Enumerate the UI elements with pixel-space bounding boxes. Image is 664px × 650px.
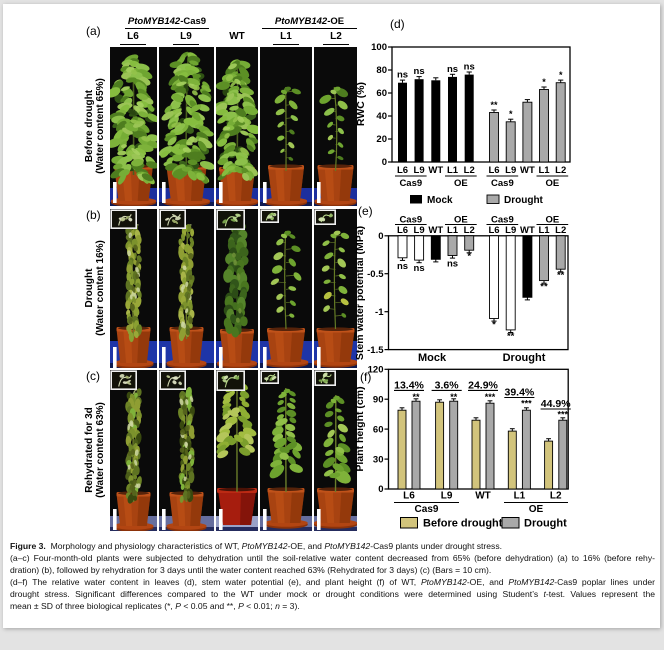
- svg-text:100: 100: [371, 42, 387, 53]
- svg-text:ns: ns: [414, 66, 425, 77]
- svg-text:13.4%: 13.4%: [394, 379, 424, 391]
- svg-text:***: ***: [558, 410, 569, 420]
- svg-text:OE: OE: [546, 178, 560, 189]
- svg-text:ns: ns: [447, 64, 458, 75]
- svg-text:40: 40: [376, 111, 387, 122]
- svg-text:Cas9: Cas9: [491, 215, 514, 226]
- svg-text:ns: ns: [397, 70, 408, 81]
- svg-text:WT: WT: [475, 491, 491, 502]
- svg-text:L1: L1: [538, 165, 550, 176]
- svg-text:Cas9: Cas9: [491, 178, 514, 189]
- svg-text:60: 60: [373, 424, 384, 435]
- svg-text:(d): (d): [390, 17, 405, 31]
- svg-text:L9: L9: [414, 225, 425, 236]
- svg-text:L2: L2: [555, 165, 566, 176]
- svg-text:**: **: [450, 392, 458, 402]
- svg-text:44.9%: 44.9%: [541, 398, 571, 410]
- svg-text:WT: WT: [428, 225, 443, 236]
- svg-text:Stem water potential (MPa): Stem water potential (MPa): [354, 226, 366, 360]
- svg-text:*: *: [492, 320, 496, 331]
- svg-text:120: 120: [368, 365, 384, 376]
- svg-text:3.6%: 3.6%: [435, 379, 460, 391]
- svg-text:-1: -1: [375, 307, 384, 318]
- svg-text:0: 0: [378, 484, 383, 495]
- svg-text:L6: L6: [397, 165, 408, 176]
- svg-text:*: *: [509, 109, 513, 119]
- svg-text:**: **: [557, 270, 565, 281]
- svg-text:0: 0: [378, 231, 383, 242]
- svg-text:L2: L2: [464, 225, 475, 236]
- svg-text:30: 30: [373, 454, 384, 465]
- svg-text:24.9%: 24.9%: [468, 379, 498, 391]
- svg-text:60: 60: [376, 88, 387, 99]
- svg-text:L9: L9: [441, 491, 453, 502]
- svg-text:L1: L1: [447, 225, 459, 236]
- svg-text:Drought: Drought: [524, 518, 567, 530]
- svg-text:20: 20: [376, 134, 387, 145]
- svg-text:L6: L6: [488, 165, 499, 176]
- svg-text:L6: L6: [403, 491, 415, 502]
- svg-text:Mock: Mock: [427, 195, 453, 206]
- svg-text:-1.5: -1.5: [367, 345, 384, 356]
- svg-text:OE: OE: [529, 504, 544, 515]
- svg-text:*: *: [559, 70, 563, 80]
- svg-text:L2: L2: [464, 165, 475, 176]
- svg-text:Drought: Drought: [504, 195, 544, 206]
- svg-text:Before drought: Before drought: [423, 518, 503, 530]
- svg-text:ns: ns: [464, 62, 475, 73]
- svg-text:L6: L6: [397, 225, 408, 236]
- svg-text:ns: ns: [397, 261, 408, 272]
- svg-text:OE: OE: [546, 215, 560, 226]
- svg-text:*: *: [467, 251, 471, 262]
- svg-text:WT: WT: [428, 165, 443, 176]
- svg-text:**: **: [540, 282, 548, 293]
- svg-text:L9: L9: [505, 165, 516, 176]
- svg-text:*: *: [542, 77, 546, 87]
- svg-text:90: 90: [373, 394, 384, 405]
- svg-text:RWC (%): RWC (%): [355, 82, 367, 126]
- svg-text:Drought: Drought: [503, 352, 546, 364]
- svg-text:WT: WT: [520, 165, 535, 176]
- svg-text:0: 0: [382, 157, 387, 168]
- svg-text:**: **: [412, 392, 420, 402]
- svg-text:L9: L9: [414, 165, 425, 176]
- svg-text:L6: L6: [488, 225, 499, 236]
- svg-text:80: 80: [376, 65, 387, 76]
- svg-text:Plant height (cm): Plant height (cm): [354, 386, 366, 471]
- svg-text:L1: L1: [538, 225, 550, 236]
- svg-text:ns: ns: [447, 259, 458, 270]
- svg-text:L2: L2: [555, 225, 566, 236]
- svg-text:(f): (f): [360, 370, 371, 384]
- svg-text:OE: OE: [454, 215, 468, 226]
- svg-text:L1: L1: [514, 491, 526, 502]
- svg-text:39.4%: 39.4%: [505, 387, 535, 399]
- svg-text:L9: L9: [505, 225, 516, 236]
- svg-text:**: **: [490, 100, 498, 110]
- svg-text:-0.5: -0.5: [367, 269, 384, 280]
- svg-text:Cas9: Cas9: [415, 504, 439, 515]
- svg-text:L1: L1: [447, 165, 459, 176]
- svg-text:ns: ns: [414, 263, 425, 274]
- svg-text:OE: OE: [454, 178, 468, 189]
- svg-text:Mock: Mock: [418, 352, 447, 364]
- svg-text:WT: WT: [520, 225, 535, 236]
- svg-text:L2: L2: [550, 491, 562, 502]
- svg-text:(e): (e): [358, 204, 373, 218]
- svg-text:***: ***: [521, 399, 532, 409]
- svg-text:Cas9: Cas9: [399, 178, 422, 189]
- svg-text:**: **: [507, 331, 515, 342]
- svg-text:***: ***: [485, 392, 496, 402]
- svg-text:Cas9: Cas9: [399, 215, 422, 226]
